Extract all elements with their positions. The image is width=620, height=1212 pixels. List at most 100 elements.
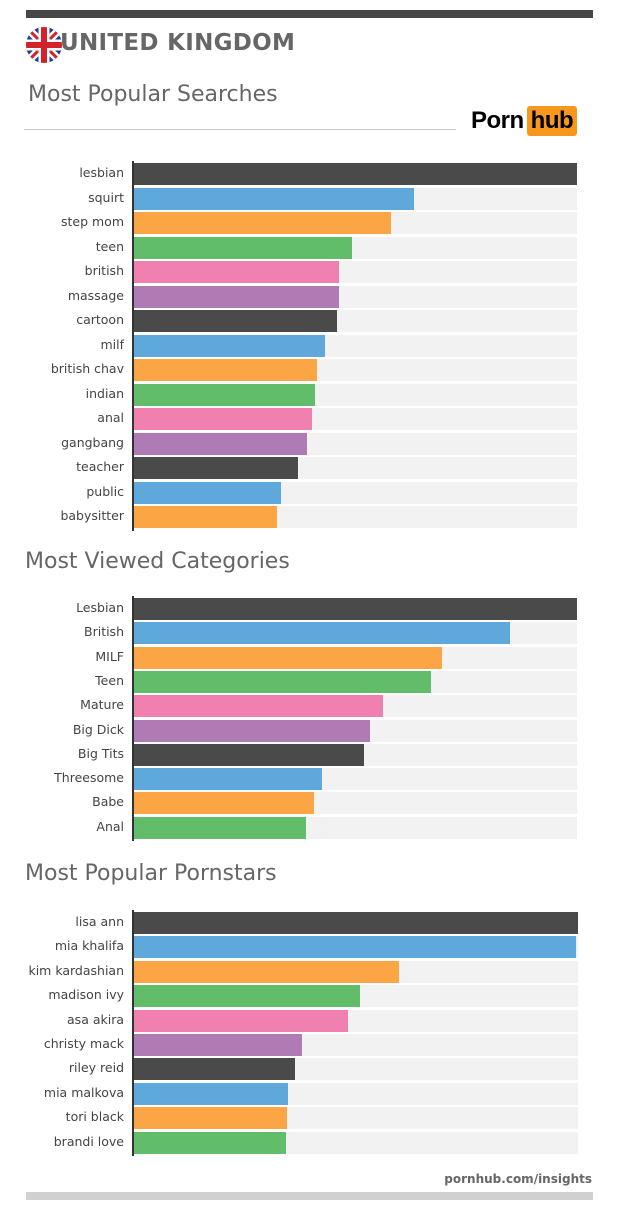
section-title-pornstars: Most Popular Pornstars: [25, 861, 277, 886]
logo: Porn hub: [471, 104, 578, 138]
bar: [133, 481, 281, 504]
bar-row: kim kardashian: [0, 960, 620, 983]
bar-row: milf: [0, 334, 620, 357]
bar: [133, 334, 325, 357]
bar: [133, 1058, 295, 1081]
bar-label: lisa ann: [75, 914, 124, 929]
bar-label: milf: [100, 336, 124, 352]
bar: [133, 936, 576, 959]
bar-label: indian: [85, 385, 124, 401]
bar: [133, 670, 431, 693]
bar: [133, 1082, 288, 1105]
bar: [133, 187, 415, 210]
bar-label: Teen: [95, 672, 124, 688]
bar-row: teen: [0, 236, 620, 259]
y-axis-line: [132, 161, 134, 531]
bar: [133, 1107, 287, 1130]
bar-row: british: [0, 261, 620, 283]
bar: [133, 1009, 348, 1032]
bar: [133, 598, 577, 620]
bar-row: Big Dick: [0, 719, 620, 742]
bar-label: Mature: [80, 697, 124, 713]
bar-row: Big Tits: [0, 743, 620, 766]
top-bar: [26, 10, 593, 18]
bar-label: brandi love: [53, 1133, 124, 1149]
bar-row: teacher: [0, 457, 620, 479]
bar: [133, 236, 352, 259]
bar-row: massage: [0, 285, 620, 308]
bar: [133, 719, 371, 742]
bar-row: public: [0, 481, 620, 504]
bar-row: Lesbian: [0, 598, 620, 620]
bar-label: anal: [97, 410, 124, 425]
bar-label: massage: [67, 287, 124, 303]
bar-label: teacher: [76, 459, 124, 474]
bar: [133, 646, 443, 669]
bar-label: Anal: [96, 818, 124, 834]
bar: [133, 743, 364, 766]
bar: [133, 432, 308, 455]
bar: [133, 506, 277, 528]
bar-row: christy mack: [0, 1034, 620, 1056]
bar-row: Anal: [0, 816, 620, 839]
bar-row: tori black: [0, 1107, 620, 1130]
logo-text: Porn: [471, 107, 524, 134]
divider: [24, 129, 456, 130]
bar-label: step mom: [60, 214, 124, 229]
bar-label: british: [84, 263, 124, 278]
bar-row: mia khalifa: [0, 936, 620, 959]
bar: [133, 816, 307, 839]
bar-row: asa akira: [0, 1009, 620, 1032]
bar: [133, 695, 383, 718]
bar-row: riley reid: [0, 1058, 620, 1081]
bar-label: MILF: [95, 648, 124, 664]
bar-row: Teen: [0, 670, 620, 693]
bar-label: british chav: [50, 361, 124, 376]
bar-label: Babe: [92, 794, 124, 810]
y-axis-line: [132, 910, 134, 1156]
bar-row: Babe: [0, 792, 620, 815]
bar-label: kim kardashian: [28, 962, 124, 978]
bar-row: lesbian: [0, 163, 620, 185]
country-title: UNITED KINGDOM: [60, 30, 296, 56]
bar-label: madison ivy: [48, 987, 124, 1003]
bar-row: lisa ann: [0, 912, 620, 934]
bar: [133, 792, 315, 815]
bar: [133, 383, 316, 406]
bottom-bar: [26, 1192, 593, 1200]
bar-row: gangbang: [0, 432, 620, 455]
section-title-categories: Most Viewed Categories: [25, 549, 290, 574]
bar-label: squirt: [88, 189, 124, 205]
bar-label: tori black: [65, 1109, 124, 1125]
bar-label: gangbang: [61, 434, 124, 450]
bar-row: madison ivy: [0, 985, 620, 1008]
bar-label: lesbian: [79, 165, 124, 180]
uk-flag-icon: [26, 27, 62, 63]
bar: [133, 310, 337, 332]
bar-label: asa akira: [67, 1011, 124, 1027]
bar: [133, 1034, 303, 1056]
bar: [133, 985, 360, 1008]
bar-label: mia malkova: [43, 1084, 124, 1100]
bar: [133, 622, 510, 645]
bar-row: british chav: [0, 359, 620, 381]
bar-label: mia khalifa: [54, 938, 124, 954]
bar-label: British: [84, 624, 124, 640]
bar-label: public: [86, 483, 124, 499]
bar: [133, 768, 323, 791]
bar-label: cartoon: [76, 312, 124, 327]
bar: [133, 261, 340, 283]
bar: [133, 359, 317, 381]
bar: [133, 212, 391, 234]
logo-badge: hub: [526, 106, 578, 136]
bar-row: MILF: [0, 646, 620, 669]
bar-row: indian: [0, 383, 620, 406]
bar-label: Threesome: [54, 770, 124, 786]
bar-label: Big Dick: [72, 721, 124, 737]
bar-label: teen: [95, 238, 124, 254]
bar: [133, 285, 340, 308]
bar-row: squirt: [0, 187, 620, 210]
footer-link[interactable]: pornhub.com/insights: [444, 1172, 592, 1186]
bar-row: brandi love: [0, 1131, 620, 1154]
bar: [133, 457, 299, 479]
